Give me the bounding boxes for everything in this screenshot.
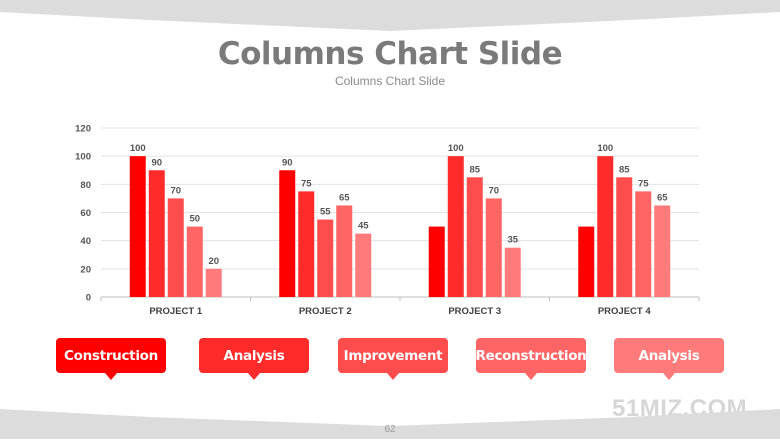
data-label: 65 — [657, 192, 668, 203]
data-label: 90 — [151, 157, 162, 168]
x-tick-label: PROJECT 3 — [448, 306, 501, 317]
data-label: 50 — [189, 214, 200, 225]
bottom-band-shape — [0, 409, 780, 439]
data-label: 85 — [469, 164, 480, 175]
bar — [167, 198, 184, 297]
data-label: 70 — [488, 185, 499, 196]
bar — [355, 233, 372, 297]
data-label: 100 — [130, 143, 146, 154]
data-label: 45 — [358, 221, 369, 232]
bar — [205, 268, 222, 297]
data-label: 85 — [619, 164, 630, 175]
top-band-shape — [0, 0, 780, 31]
x-tick-label: PROJECT 1 — [149, 306, 203, 317]
y-tick-label: 80 — [80, 180, 91, 191]
y-tick-label: 100 — [75, 152, 91, 163]
callout-label: Analysis — [614, 338, 724, 380]
bar — [129, 156, 146, 297]
data-label: 90 — [282, 157, 293, 168]
data-label: 65 — [339, 192, 350, 203]
bar — [635, 191, 652, 297]
bar — [447, 156, 464, 297]
data-label: 100 — [597, 143, 613, 154]
data-label: 35 — [507, 235, 518, 246]
data-label: 100 — [448, 143, 464, 154]
data-label: 55 — [320, 207, 331, 218]
y-tick-label: 20 — [80, 264, 91, 275]
data-label: 20 — [208, 256, 219, 267]
bar — [298, 191, 315, 297]
bar — [336, 205, 353, 297]
x-tick-label: PROJECT 2 — [299, 306, 352, 317]
x-tick-label: PROJECT 4 — [598, 306, 652, 317]
data-label: 70 — [170, 185, 181, 196]
top-decor-band — [0, 0, 780, 32]
bar — [654, 205, 671, 297]
bar — [597, 156, 614, 297]
callout-label: Improvement — [338, 338, 448, 380]
bar — [466, 177, 483, 297]
bottom-decor-band — [0, 409, 780, 439]
bar — [428, 226, 445, 297]
bar — [485, 198, 502, 297]
bar — [616, 177, 633, 297]
column-chart: 0 20 40 60 80 100 120 100 90 70 50 20 PROJECT 1 90 75 5… — [75, 124, 700, 317]
callout-label: Reconstruction — [476, 338, 587, 380]
slide-subtitle: Columns Chart Slide — [334, 74, 446, 88]
y-tick-label: 60 — [80, 208, 91, 219]
callout-label: Construction — [56, 338, 166, 380]
bar — [148, 170, 165, 297]
bar — [186, 226, 203, 297]
callout-label: Analysis — [199, 338, 309, 380]
y-tick-label: 0 — [86, 293, 91, 304]
bar — [504, 247, 521, 297]
bar — [578, 226, 595, 297]
data-label: 75 — [301, 178, 312, 189]
bar — [279, 170, 296, 297]
slide-title: Columns Chart Slide — [217, 36, 563, 72]
y-tick-label: 40 — [80, 236, 91, 247]
bar — [317, 219, 334, 297]
page-number: 62 — [384, 424, 396, 435]
y-tick-label: 120 — [75, 124, 91, 135]
data-label: 75 — [638, 178, 649, 189]
